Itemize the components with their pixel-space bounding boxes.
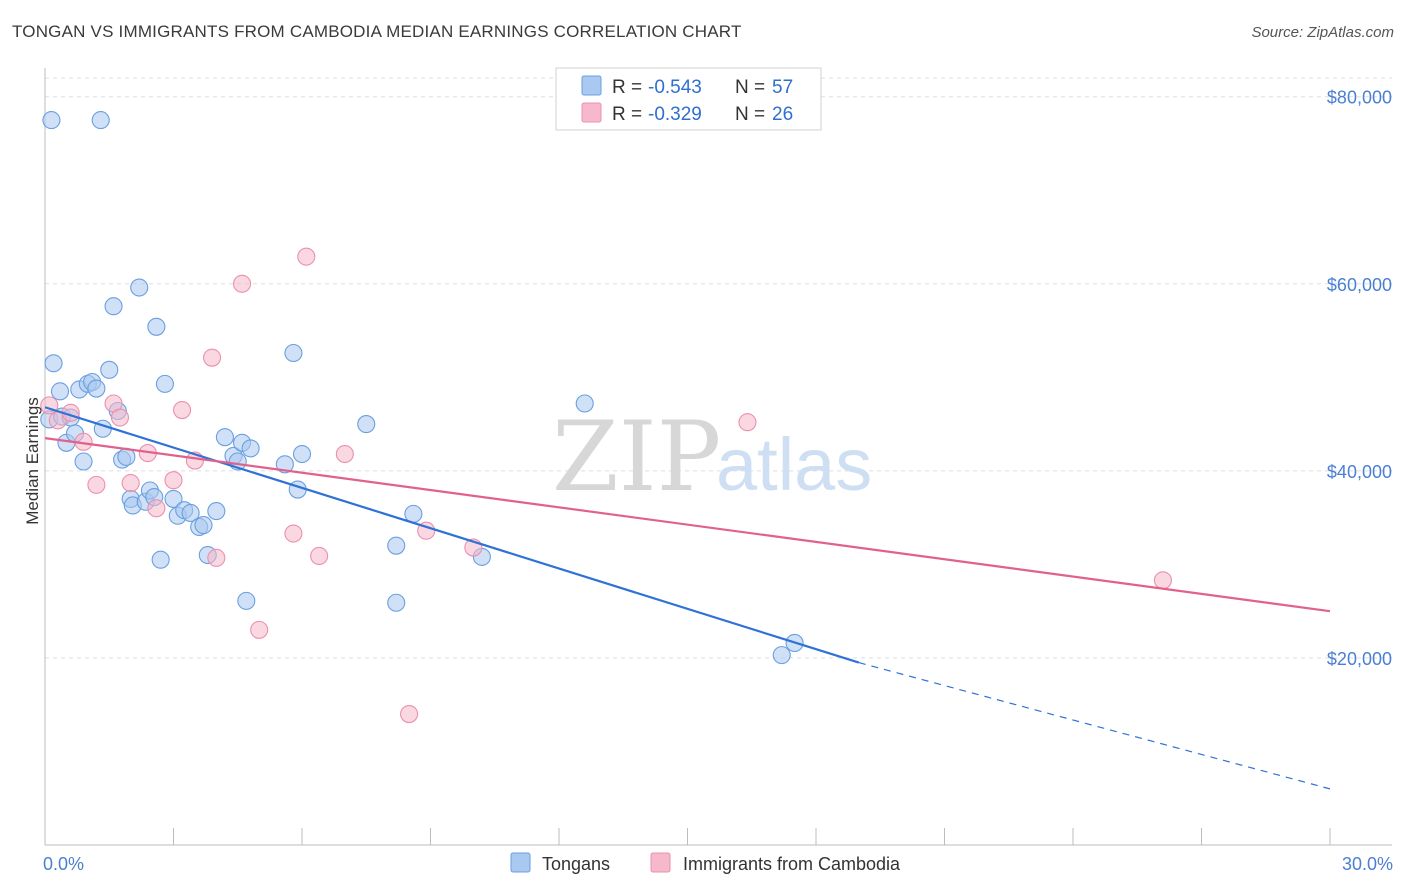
point-cambodia [297,247,316,266]
point-tongans [74,452,93,471]
point-cambodia [400,704,419,724]
point-tongans [87,379,106,398]
legend-swatch-cambodia [581,102,602,123]
y-axis-title: Median Earnings [23,397,42,525]
point-cambodia [87,475,106,494]
point-tongans [215,428,234,447]
point-tongans [275,455,294,474]
legend-r-value-2: -0.329 [648,104,702,125]
point-tongans [772,646,791,665]
legend-n-label-2: N = [735,104,765,125]
point-tongans [207,502,226,521]
legend-n-label-1: N = [735,77,765,98]
x-tick-label: 0.0% [43,854,84,874]
chart-title: TONGAN VS IMMIGRANTS FROM CAMBODIA MEDIA… [12,22,742,41]
point-tongans [42,111,61,130]
point-cambodia [738,413,757,432]
point-cambodia [173,401,192,420]
watermark-zip: ZIP [552,401,721,513]
point-tongans [155,374,174,393]
y-tick-label: $20,000 [1327,649,1392,669]
point-tongans [104,297,123,316]
point-cambodia [203,348,222,367]
y-tick-label: $40,000 [1327,462,1392,482]
legend-n-value-2: 26 [772,104,793,125]
chart-source: Source: ZipAtlas.com [1251,24,1394,41]
point-cambodia [110,408,130,427]
point-tongans [284,343,303,363]
point-tongans [387,536,406,555]
point-tongans [387,593,406,612]
data-points [40,111,1172,724]
legend-r-label-2: R = [612,104,642,125]
point-cambodia [147,499,166,518]
axes: $20,000 $40,000 $60,000 $80,000 0.0% 30.0% [43,68,1393,874]
point-tongans [147,317,166,336]
point-tongans [241,439,260,458]
y-tick-label: $80,000 [1327,88,1392,108]
point-tongans [181,503,200,522]
watermark: ZIP atlas [552,401,872,513]
point-tongans [100,360,119,379]
point-tongans [575,394,594,413]
point-cambodia [121,473,140,493]
point-cambodia [164,471,183,490]
legend-r-label-1: R = [612,77,642,98]
x-tick-label: 30.0% [1342,854,1393,874]
legend-r-value-1: -0.543 [648,77,702,98]
point-tongans [130,278,149,297]
point-cambodia [310,546,329,566]
legend-swatch-tongans [581,75,602,96]
point-cambodia [1153,571,1172,590]
series-legend-swatch-cambodia [650,852,671,873]
point-cambodia [335,444,354,464]
point-tongans [91,111,110,130]
trendline-tongans-extension [858,662,1331,790]
point-tongans [237,591,256,610]
point-tongans [164,489,183,508]
series-legend-label-tongans: Tongans [542,854,610,874]
y-tick-label: $60,000 [1327,275,1392,295]
point-tongans [194,516,213,535]
point-cambodia [284,524,303,543]
series-legend-label-cambodia: Immigrants from Cambodia [683,854,901,874]
series-legend: Tongans Immigrants from Cambodia [510,852,901,874]
legend-n-value-1: 57 [772,77,793,98]
point-tongans [357,415,376,434]
trendline-cambodia [44,437,1331,613]
point-cambodia [232,274,252,293]
point-cambodia [250,620,269,639]
trendline-tongans [44,406,860,664]
point-tongans [292,444,312,464]
point-tongans [50,382,70,401]
point-tongans [151,550,170,569]
point-cambodia [207,548,226,567]
correlation-legend: R = -0.543 N = 57 R = -0.329 N = 26 [555,67,822,131]
watermark-atlas: atlas [716,423,872,506]
gridlines [45,77,1392,659]
point-tongans [44,354,63,373]
series-legend-swatch-tongans [510,852,531,873]
trend-lines [44,406,1331,790]
